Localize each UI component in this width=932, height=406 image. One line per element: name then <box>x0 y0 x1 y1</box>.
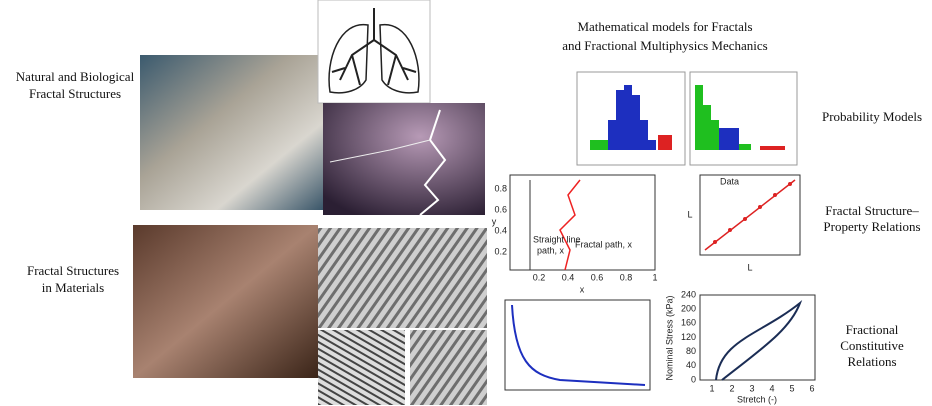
satellite-photo <box>140 55 330 210</box>
annotation: Straight line <box>533 234 581 244</box>
title-line: and Fractional Multiphysics Mechanics <box>562 38 767 53</box>
section-label: Property Relations <box>823 219 920 234</box>
annotation: Fractal path, x <box>575 239 633 249</box>
title-line: Mathematical models for Fractals <box>577 19 752 34</box>
section-label: Relations <box>847 354 896 369</box>
figure: Mathematical models for Fractals and Frac… <box>0 0 932 406</box>
section-label: Probability Models <box>822 109 922 124</box>
y-tick-label: 120 <box>681 332 696 342</box>
x-tick-label: 6 <box>809 383 814 393</box>
annotation: path, x <box>537 245 565 255</box>
sem-photo <box>318 228 487 328</box>
y-tick-label: 200 <box>681 304 696 314</box>
section-label: Fractal Structures <box>29 86 121 101</box>
x-tick-label: 5 <box>789 383 794 393</box>
section-label: Fractal Structure– <box>825 203 919 218</box>
y-axis-label: y <box>492 216 497 226</box>
sem-photo-small <box>318 330 405 405</box>
x-tick-label: 0.8 <box>620 272 633 282</box>
histogram-right <box>690 72 797 165</box>
x-tick-label: 4 <box>769 383 774 393</box>
section-label: Fractional <box>846 322 899 337</box>
y-axis-label: L <box>687 209 692 219</box>
y-tick-label: 0 <box>691 374 696 384</box>
sem-photo-small <box>410 330 487 405</box>
x-axis-label: Stretch (-) <box>737 394 777 404</box>
stress-plot <box>700 295 815 380</box>
x-axis-label: L <box>747 262 752 272</box>
y-tick-label: 0.8 <box>494 183 507 193</box>
section-label: Natural and Biological <box>16 69 135 84</box>
y-tick-label: 240 <box>681 289 696 299</box>
x-tick-label: 3 <box>749 383 754 393</box>
y-tick-label: 160 <box>681 318 696 328</box>
section-label: in Materials <box>42 280 104 295</box>
section-label: Fractal Structures <box>27 263 119 278</box>
section-label: Constitutive <box>840 338 904 353</box>
y-tick-label: 0.4 <box>494 225 507 235</box>
x-tick-label: 2 <box>729 383 734 393</box>
x-tick-label: 1 <box>709 383 714 393</box>
y-tick-label: 0.6 <box>494 204 507 214</box>
x-tick-label: 1 <box>652 272 657 282</box>
y-tick-label: 0.2 <box>494 246 507 256</box>
x-tick-label: 0.6 <box>591 272 604 282</box>
materials-photo <box>133 225 318 378</box>
x-tick-label: 0.4 <box>562 272 575 282</box>
x-axis-label: x <box>580 284 585 294</box>
y-tick-label: 80 <box>686 346 696 356</box>
temporal-plot <box>505 300 650 390</box>
y-tick-label: 40 <box>686 360 696 370</box>
scaling-plot <box>700 175 800 255</box>
histogram-left <box>577 72 685 165</box>
path-plot <box>510 175 655 270</box>
y-axis-label: Nominal Stress (kPa) <box>664 295 674 380</box>
x-tick-label: 0.2 <box>533 272 546 282</box>
legend-entry: Data <box>720 176 739 186</box>
